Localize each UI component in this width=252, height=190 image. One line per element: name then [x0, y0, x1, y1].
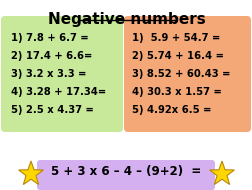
Text: 3) 3.2 x 3.3 =: 3) 3.2 x 3.3 =	[11, 69, 86, 79]
Polygon shape	[19, 161, 43, 184]
Text: 1) 7.8 + 6.7 =: 1) 7.8 + 6.7 =	[11, 33, 88, 43]
Text: 5) 2.5 x 4.37 =: 5) 2.5 x 4.37 =	[11, 105, 93, 115]
Polygon shape	[209, 161, 233, 184]
Text: 2) 17.4 + 6.6=: 2) 17.4 + 6.6=	[11, 51, 92, 61]
Text: 5 + 3 x 6 – 4 – (9+2)  =: 5 + 3 x 6 – 4 – (9+2) =	[51, 165, 201, 178]
Text: 4) 3.28 + 17.34=: 4) 3.28 + 17.34=	[11, 87, 106, 97]
FancyBboxPatch shape	[1, 16, 122, 132]
Text: 2) 5.74 + 16.4 =: 2) 5.74 + 16.4 =	[132, 51, 223, 61]
Text: Negative numbers: Negative numbers	[47, 12, 205, 27]
Text: 5) 4.92x 6.5 =: 5) 4.92x 6.5 =	[132, 105, 210, 115]
FancyBboxPatch shape	[123, 16, 250, 132]
Text: 1)  5.9 + 54.7 =: 1) 5.9 + 54.7 =	[132, 33, 219, 43]
Text: 4) 30.3 x 1.57 =: 4) 30.3 x 1.57 =	[132, 87, 221, 97]
Text: 3) 8.52 + 60.43 =: 3) 8.52 + 60.43 =	[132, 69, 230, 79]
FancyBboxPatch shape	[37, 160, 214, 190]
